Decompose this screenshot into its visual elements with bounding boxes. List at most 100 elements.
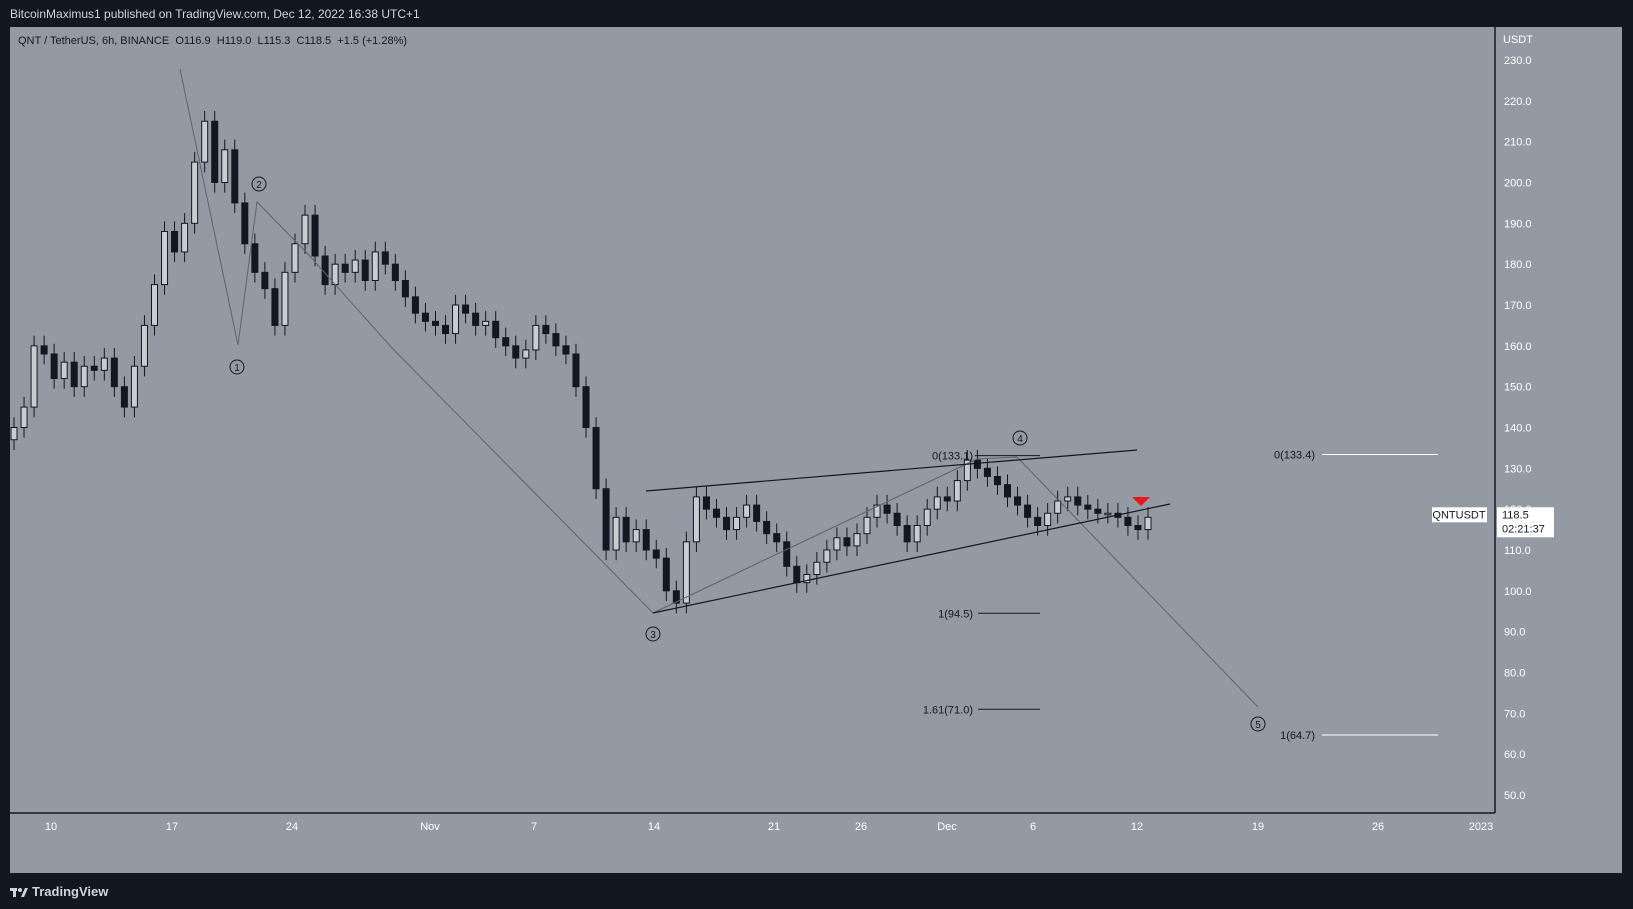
- fib-level-label: 0(133.4): [1274, 449, 1315, 461]
- symbol-tag: QNTUSDT: [1432, 509, 1485, 521]
- candle-body: [592, 427, 600, 490]
- elliott-wave-path: [237, 200, 1259, 708]
- candle-body: [843, 537, 851, 547]
- wave-label-5: 5: [1255, 720, 1261, 731]
- candle-body: [602, 488, 610, 551]
- candle-body: [903, 525, 911, 543]
- candle-body: [823, 549, 831, 563]
- candle-body: [1044, 512, 1052, 526]
- candle-body: [582, 386, 590, 428]
- sell-signal-arrow: [1132, 497, 1150, 506]
- y-tick-label: 100.0: [1504, 586, 1532, 598]
- candle-body: [341, 263, 349, 273]
- candle-body: [80, 365, 88, 388]
- candle-body: [883, 504, 891, 514]
- candle-body: [201, 120, 209, 163]
- candle-body: [140, 324, 148, 367]
- candle-body: [502, 337, 510, 347]
- candle-body: [963, 459, 971, 482]
- candle-body: [753, 504, 761, 522]
- wave-label-circle: [1250, 716, 1266, 732]
- candle-body: [773, 533, 781, 543]
- candle-body: [933, 496, 941, 510]
- price-chart[interactable]: USDT50.060.070.080.090.0100.0110.0120.01…: [10, 27, 1622, 873]
- candle-body: [110, 357, 118, 388]
- wave-label-2: 2: [256, 180, 262, 191]
- candle-body: [431, 320, 439, 326]
- candle-body: [181, 222, 189, 253]
- publisher-header: BitcoinMaximus1 published on TradingView…: [0, 0, 1633, 27]
- candle-body: [1034, 516, 1042, 527]
- chart-panel[interactable]: USDT50.060.070.080.090.0100.0110.0120.01…: [10, 27, 1622, 873]
- candle-body: [452, 304, 460, 335]
- candle-body: [893, 512, 901, 526]
- x-tick-label: 26: [855, 821, 867, 833]
- candle-body: [873, 504, 881, 518]
- open-value: 116.9: [183, 35, 211, 47]
- candle-body: [532, 324, 540, 351]
- x-tick-label: 10: [45, 821, 57, 833]
- elliott-wave-segment: [179, 68, 239, 346]
- candle-body: [652, 549, 660, 559]
- candle-body: [381, 251, 389, 265]
- y-axis-unit-label: USDT: [1503, 34, 1533, 46]
- candle-body: [40, 345, 48, 355]
- candle-body: [923, 508, 931, 526]
- x-tick-label: Nov: [420, 821, 440, 833]
- wave-label-circle: [229, 359, 245, 375]
- wave-label-circle: [251, 176, 267, 192]
- current-price-label: 118.5: [1502, 509, 1529, 521]
- fib-level-label: 1.61(71.0): [923, 704, 973, 716]
- candle-body: [251, 243, 259, 273]
- candle-body: [1074, 496, 1082, 506]
- candle-body: [120, 386, 128, 408]
- candle-body: [50, 353, 58, 379]
- candle-body: [191, 161, 199, 224]
- x-tick-label: 24: [286, 821, 298, 833]
- y-tick-label: 70.0: [1504, 708, 1525, 720]
- candle-body: [100, 357, 108, 371]
- candle-body: [672, 590, 680, 604]
- x-tick-label: 7: [531, 821, 537, 833]
- close-value: 118.5: [304, 35, 332, 47]
- candle-body: [241, 202, 249, 245]
- candle-body: [351, 259, 359, 273]
- candle-body: [1014, 496, 1022, 506]
- candle-body: [642, 529, 650, 551]
- candle-body: [743, 504, 751, 518]
- y-tick-label: 230.0: [1504, 55, 1532, 67]
- y-tick-label: 60.0: [1504, 749, 1525, 761]
- fib-level-label: 0(133.1): [932, 451, 973, 463]
- candle-body: [1084, 504, 1092, 510]
- x-tick-label: 14: [648, 821, 660, 833]
- candle-body: [482, 320, 490, 326]
- candle-body: [10, 427, 18, 441]
- fib-level-label: 1(94.5): [938, 608, 973, 620]
- candle-body: [281, 271, 289, 326]
- y-tick-label: 200.0: [1504, 178, 1532, 190]
- candle-body: [271, 288, 279, 326]
- candle-body: [712, 508, 720, 518]
- x-tick-label: 17: [166, 821, 178, 833]
- tradingview-brand: TradingView: [32, 884, 109, 899]
- candle-body: [522, 349, 530, 359]
- wave-label-3: 3: [650, 630, 656, 641]
- x-tick-label: 6: [1030, 821, 1036, 833]
- candle-body: [391, 263, 399, 282]
- x-tick-label: 26: [1372, 821, 1384, 833]
- candle-body: [311, 214, 319, 257]
- candle-body: [1124, 516, 1132, 527]
- candle-body: [150, 284, 158, 326]
- wave-label-4: 4: [1017, 434, 1023, 445]
- candle-body: [833, 537, 841, 551]
- tradingview-logo[interactable]: TradingView: [10, 884, 108, 899]
- candle-body: [371, 251, 379, 282]
- upper-trendline: [645, 449, 1138, 492]
- publisher-line: BitcoinMaximus1 published on TradingView…: [10, 7, 420, 21]
- candle-body: [231, 149, 239, 204]
- symbol-tag-bg: [1432, 507, 1487, 523]
- y-tick-label: 90.0: [1504, 627, 1525, 639]
- candle-body: [622, 516, 630, 543]
- candle-body: [692, 496, 700, 543]
- high-value: 119.0: [224, 35, 252, 47]
